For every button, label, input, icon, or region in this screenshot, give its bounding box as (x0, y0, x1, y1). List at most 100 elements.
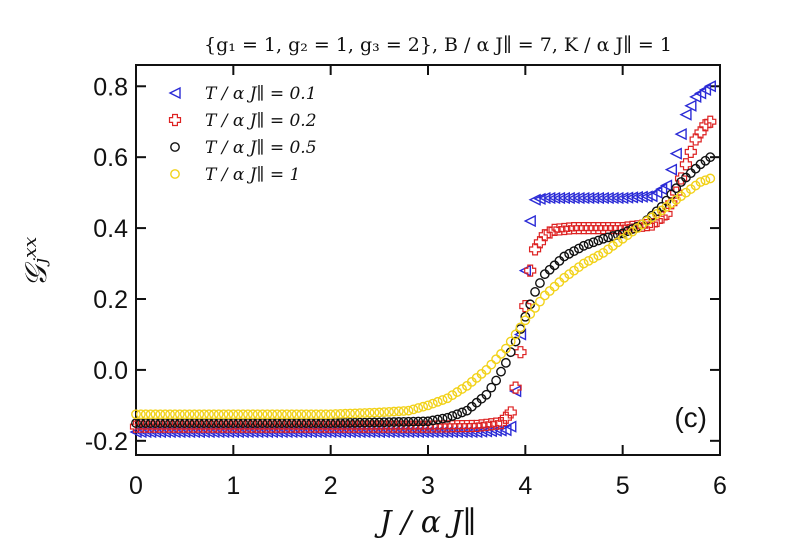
data-point (413, 403, 424, 413)
data-point (514, 346, 527, 359)
data-point (530, 302, 540, 313)
data-point (437, 395, 448, 405)
data-point (520, 315, 531, 326)
data-point (398, 416, 409, 427)
data-point (496, 349, 506, 359)
data-point (518, 264, 532, 277)
data-point (564, 248, 575, 259)
data-point (671, 183, 682, 194)
data-point (442, 412, 453, 423)
data-point (340, 408, 351, 419)
data-point (131, 409, 141, 420)
data-point (364, 417, 375, 428)
data-point (252, 409, 263, 420)
x-tick-label: 3 (421, 472, 435, 500)
data-point (640, 190, 653, 203)
data-point (447, 411, 458, 421)
data-point (661, 195, 672, 206)
data-point (379, 407, 390, 418)
data-point (423, 400, 433, 411)
data-point (617, 228, 628, 239)
data-point (213, 409, 224, 420)
data-point (491, 375, 502, 386)
data-point (354, 408, 365, 419)
data-point (665, 197, 678, 210)
data-point (398, 406, 409, 416)
data-point (496, 366, 506, 377)
data-point (659, 179, 673, 192)
data-point (578, 258, 589, 269)
y-tick-label: 0.4 (93, 215, 128, 243)
data-point (523, 214, 536, 228)
x-axis-label: J / α J∥ (374, 505, 477, 540)
data-point (340, 417, 351, 428)
legend-marker (170, 142, 180, 152)
data-point (509, 381, 522, 394)
data-point (693, 87, 707, 100)
x-tick-label: 6 (713, 472, 727, 500)
data-point (413, 416, 424, 427)
data-point (194, 409, 205, 420)
data-point (608, 231, 618, 241)
tick-marks (135, 65, 721, 455)
series-1 (129, 80, 716, 439)
data-point (306, 409, 317, 420)
data-point (408, 416, 419, 427)
chart-title: {g₁ = 1, g₂ = 1, g₃ = 2}, B / α J∥ = 7, … (204, 34, 672, 56)
data-point (695, 177, 706, 187)
data-point (704, 115, 717, 128)
data-point (204, 409, 214, 420)
data-point (165, 409, 175, 420)
data-point (160, 409, 171, 420)
data-point (184, 409, 195, 420)
data-point (170, 409, 180, 420)
data-point (603, 232, 613, 243)
data-point (452, 409, 463, 420)
data-point (389, 406, 399, 417)
legend-label: T / α J∥ = 0.2 (205, 111, 317, 131)
data-point (277, 409, 287, 420)
data-point (505, 336, 516, 347)
data-point (684, 99, 697, 112)
data-point (664, 163, 678, 176)
data-point (345, 408, 356, 419)
data-point (452, 387, 463, 397)
y-tick-label: 0.6 (93, 144, 128, 172)
data-point (535, 296, 545, 307)
data-point (359, 417, 370, 428)
y-tick-label: 0.8 (93, 73, 128, 101)
data-point (272, 409, 283, 420)
x-tick-label: 2 (324, 472, 338, 500)
data-point (223, 409, 234, 420)
data-point (374, 407, 385, 418)
legend-marker (170, 169, 180, 179)
data-point (145, 409, 156, 420)
legend-label: T / α J∥ = 1 (205, 165, 300, 185)
data-point (389, 417, 399, 427)
data-point (403, 416, 414, 427)
data-point (655, 182, 668, 196)
data-point (510, 336, 521, 347)
data-point (627, 224, 638, 234)
data-point (281, 409, 292, 420)
data-point (364, 407, 375, 418)
data-point (559, 251, 570, 262)
y-tick-label: -0.2 (85, 428, 128, 456)
data-point (267, 409, 278, 420)
data-point (354, 417, 365, 428)
data-point (384, 417, 394, 428)
data-point (325, 409, 336, 420)
data-point (656, 201, 667, 212)
data-point (520, 311, 531, 322)
data-point (703, 80, 716, 93)
data-point (179, 409, 190, 420)
data-point (573, 243, 584, 254)
data-point (296, 409, 307, 420)
data-point (359, 408, 370, 418)
data-point (689, 133, 702, 146)
data-point (622, 226, 633, 237)
y-axis-label: 𝒢ⱼˣˣ (19, 236, 54, 287)
data-point (699, 119, 712, 132)
data-point (494, 424, 507, 437)
